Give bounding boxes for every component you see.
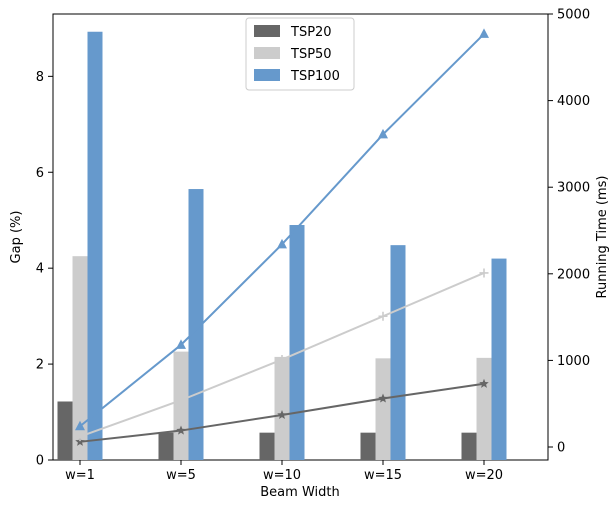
bar-tsp100-w-10 bbox=[289, 225, 305, 460]
bar-tsp20-w-10 bbox=[259, 432, 275, 460]
marker-tsp20-w-15 bbox=[378, 393, 388, 403]
bar-tsp50-w-10 bbox=[274, 356, 290, 460]
bar-tsp50-w-5 bbox=[173, 351, 189, 460]
bar-tsp50-w-15 bbox=[375, 358, 391, 460]
y-tick-label: 6 bbox=[36, 166, 44, 181]
y2-tick-label: 5000 bbox=[557, 8, 590, 23]
y-tick-label: 8 bbox=[36, 70, 44, 85]
legend: TSP20 TSP50 TSP100 bbox=[245, 17, 355, 91]
bar-tsp100-w-15 bbox=[390, 245, 406, 460]
legend-swatch-tsp50 bbox=[254, 47, 280, 59]
x-tick-label: w=10 bbox=[263, 468, 301, 483]
marker-tsp50-w-15 bbox=[378, 311, 388, 321]
bar-tsp100-w-1 bbox=[87, 31, 103, 461]
marker-tsp20-w-1 bbox=[75, 436, 85, 446]
y2-tick-label: 1000 bbox=[557, 354, 590, 369]
marker-tsp50-w-1 bbox=[75, 432, 85, 442]
marker-tsp20-w-5 bbox=[176, 425, 186, 435]
bar-tsp20-w-1 bbox=[57, 401, 73, 460]
lines-layer bbox=[75, 28, 489, 446]
marker-tsp100-w-1 bbox=[75, 420, 85, 431]
x-tick-label: w=15 bbox=[364, 468, 402, 483]
y2-tick-label: 3000 bbox=[557, 181, 590, 196]
marker-tsp50-w-20 bbox=[479, 268, 489, 278]
bar-tsp20-w-20 bbox=[461, 432, 477, 460]
x-tick-label: w=5 bbox=[166, 468, 196, 483]
y-tick-label: 0 bbox=[36, 454, 44, 469]
axes-layer: 0 2 4 6 8 0 1000 2000 3000 4000 5000 w=1 w=5 w=10 w=15… bbox=[36, 8, 590, 484]
legend-label-tsp50: TSP50 bbox=[290, 47, 332, 62]
y2-tick-label: 0 bbox=[557, 441, 565, 456]
y-tick-label: 4 bbox=[36, 262, 44, 277]
y-tick-label: 2 bbox=[36, 358, 44, 373]
bar-tsp20-w-5 bbox=[158, 432, 174, 460]
marker-tsp100-w-15 bbox=[378, 128, 388, 139]
legend-label-tsp100: TSP100 bbox=[290, 69, 340, 84]
bar-tsp100-w-20 bbox=[491, 258, 507, 460]
marker-tsp50-w-5 bbox=[176, 395, 186, 405]
bars-layer bbox=[57, 31, 507, 461]
marker-tsp100-w-10 bbox=[277, 238, 287, 249]
y2-tick-label: 4000 bbox=[557, 94, 590, 109]
bar-tsp50-w-1 bbox=[72, 256, 88, 460]
marker-tsp100-w-5 bbox=[176, 339, 186, 349]
bar-tsp50-w-20 bbox=[476, 357, 492, 460]
x-axis-title: Beam Width bbox=[260, 485, 339, 500]
y-axis-title: Gap (%) bbox=[9, 211, 24, 264]
legend-swatch-tsp100 bbox=[254, 69, 280, 81]
bar-tsp20-w-15 bbox=[360, 432, 376, 460]
y2-tick-label: 2000 bbox=[557, 267, 590, 282]
marker-tsp50-w-10 bbox=[277, 355, 287, 365]
legend-swatch-tsp20 bbox=[254, 25, 280, 37]
legend-label-tsp20: TSP20 bbox=[290, 25, 332, 40]
y2-axis-title: Running Time (ms) bbox=[595, 176, 610, 299]
x-tick-label: w=1 bbox=[65, 468, 95, 483]
x-tick-label: w=20 bbox=[465, 468, 503, 483]
marker-tsp100-w-20 bbox=[479, 28, 489, 38]
marker-tsp20-w-10 bbox=[277, 409, 287, 420]
marker-tsp20-w-20 bbox=[479, 378, 489, 388]
